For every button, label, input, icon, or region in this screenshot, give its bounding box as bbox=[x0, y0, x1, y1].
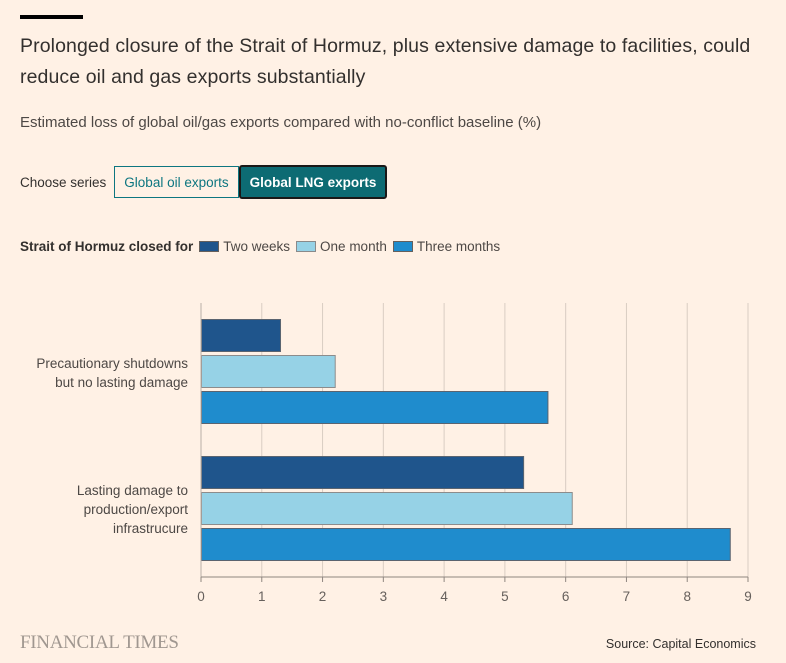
bar-three-months bbox=[201, 528, 731, 561]
legend-item-two-weeks: Two weeks bbox=[199, 239, 290, 254]
legend-title: Strait of Hormuz closed for bbox=[20, 239, 194, 254]
chart-subtitle: Estimated loss of global oil/gas exports… bbox=[20, 114, 542, 131]
ft-logo: FINANCIAL TIMES bbox=[20, 632, 179, 653]
series-chooser: Choose series Global oil exports Global … bbox=[20, 165, 388, 199]
bar-two-weeks bbox=[201, 456, 525, 489]
category-label-line: but no lasting damage bbox=[55, 375, 188, 390]
legend-swatch bbox=[199, 241, 220, 252]
category-label-line: Lasting damage to bbox=[76, 483, 188, 498]
category-label-precautionary: Precautionary shutdowns but no lasting d… bbox=[36, 354, 188, 392]
source-note: Source: Capital Economics bbox=[605, 637, 756, 651]
x-tick-label: 8 bbox=[683, 589, 691, 604]
bar-two-weeks bbox=[201, 319, 282, 352]
category-label-line: production/export bbox=[83, 502, 188, 517]
x-tick-label: 0 bbox=[197, 589, 205, 604]
x-tick-label: 7 bbox=[623, 589, 631, 604]
x-tick-label: 3 bbox=[380, 589, 388, 604]
legend-swatch bbox=[392, 241, 413, 252]
legend-label: One month bbox=[320, 239, 387, 254]
bar-three-months bbox=[201, 391, 549, 424]
bar-one-month bbox=[201, 355, 336, 388]
legend: Strait of Hormuz closed for Two weeks On… bbox=[20, 239, 506, 254]
bar-one-month bbox=[201, 492, 573, 525]
chart-title: Prolonged closure of the Strait of Hormu… bbox=[20, 35, 751, 88]
lng-exports-button[interactable]: Global LNG exports bbox=[238, 165, 388, 199]
x-tick-label: 2 bbox=[319, 589, 327, 604]
legend-swatch bbox=[296, 241, 317, 252]
legend-item-one-month: One month bbox=[296, 239, 387, 254]
series-chooser-label: Choose series bbox=[20, 174, 107, 190]
x-tick-label: 9 bbox=[744, 589, 752, 604]
x-tick-label: 5 bbox=[501, 589, 509, 604]
x-tick-label: 1 bbox=[258, 589, 266, 604]
legend-item-three-months: Three months bbox=[392, 239, 501, 254]
oil-exports-button[interactable]: Global oil exports bbox=[114, 166, 239, 198]
category-label-line: infrastrucure bbox=[112, 521, 188, 536]
legend-label: Two weeks bbox=[223, 239, 291, 254]
x-tick-label: 6 bbox=[562, 589, 570, 604]
x-tick-label: 4 bbox=[440, 589, 448, 604]
category-label-lasting-damage: Lasting damage to production/export infr… bbox=[77, 481, 188, 538]
top-rule bbox=[20, 15, 83, 19]
legend-label: Three months bbox=[416, 239, 501, 254]
category-label-line: Precautionary shutdowns bbox=[36, 356, 188, 371]
